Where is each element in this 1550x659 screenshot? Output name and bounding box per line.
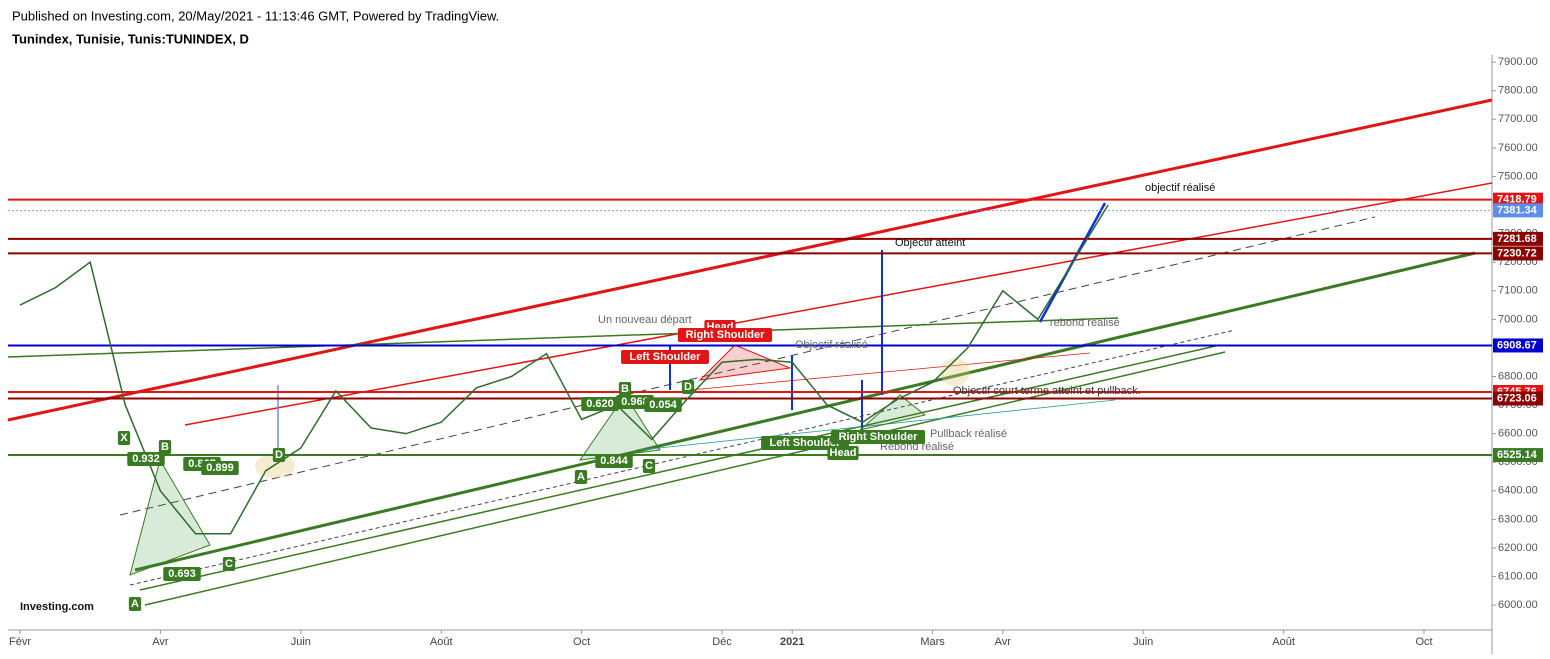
y-tick-label: 7900.00: [1498, 56, 1538, 68]
price-label-box: [1493, 448, 1543, 463]
published: Published on Investing.com, 20/May/2021 …: [12, 8, 499, 23]
pattern-label-box: [681, 380, 695, 394]
annotation: Pullback réalisé: [930, 428, 1007, 440]
y-tick-label: 7100.00: [1498, 285, 1538, 297]
pattern-label: 0.620: [586, 398, 614, 410]
pattern-label-box: [158, 440, 172, 454]
price-label: 6723.06: [1497, 392, 1537, 404]
pattern-label: 0.968: [621, 396, 649, 408]
x-tick-label: Déc: [712, 636, 732, 648]
y-tick-label: 6600.00: [1498, 428, 1538, 440]
pattern-label: X: [120, 432, 128, 444]
price-label-box: [1493, 391, 1543, 406]
x-tick-label: Oct: [573, 636, 590, 648]
pattern-label: Right Shoulder: [686, 329, 766, 341]
x-tick-label: Juin: [1133, 636, 1153, 648]
x-tick-label: Avr: [995, 636, 1012, 648]
x-tick-label: Août: [1272, 636, 1295, 648]
x-tick-label: Mars: [920, 636, 945, 648]
price-label-box: [1493, 192, 1543, 207]
pattern-label: A: [131, 598, 139, 610]
price-label-box: [1493, 231, 1543, 246]
y-tick-label: 6400.00: [1498, 485, 1538, 497]
pattern-label-box: [127, 452, 165, 466]
pattern-label-box: [830, 430, 926, 444]
pattern-label-box: [222, 557, 236, 571]
pattern-label: Head: [830, 447, 857, 459]
pattern-label: B: [161, 441, 169, 453]
price-label-box: [1493, 246, 1543, 261]
annotation: Un nouveau départ: [598, 314, 692, 326]
pattern-label: 0.844: [600, 455, 628, 467]
pattern-label-box: [128, 597, 142, 611]
pattern-label-box: [574, 470, 588, 484]
pattern-label-box: [581, 397, 619, 411]
symbol: Tunindex, Tunisie, Tunis:TUNINDEX, D: [12, 31, 249, 46]
pattern-label: D: [275, 449, 283, 461]
pattern-label: 0.932: [132, 453, 160, 465]
price-label: 7230.72: [1497, 247, 1537, 259]
x-tick-label: Août: [430, 636, 453, 648]
pattern-label-box: [827, 446, 859, 460]
price-label: 7418.79: [1497, 194, 1537, 206]
y-tick-label: 6100.00: [1498, 570, 1538, 582]
y-tick-label: 7600.00: [1498, 142, 1538, 154]
pattern-label: Left Shoulder: [630, 351, 702, 363]
annotation: Objectif court terme atteint et pullback…: [953, 385, 1141, 397]
annotation: Objectif atteint: [895, 237, 965, 249]
pattern-label: A: [577, 471, 585, 483]
pattern-label: 0.054: [649, 399, 677, 411]
y-tick-label: 7500.00: [1498, 170, 1538, 182]
pattern-label-box: [163, 567, 201, 581]
x-tick-label: Avr: [152, 636, 169, 648]
pattern-label-box: [642, 459, 656, 473]
pattern-label-box: [201, 461, 239, 475]
pattern-label-box: [761, 436, 849, 450]
pattern-label: C: [225, 558, 233, 570]
y-tick-label: 7000.00: [1498, 313, 1538, 325]
y-tick-label: 7800.00: [1498, 85, 1538, 97]
price-label: 7381.34: [1497, 204, 1538, 216]
price-label: 6908.67: [1497, 339, 1537, 351]
annotation: rebond réalisé: [1050, 317, 1120, 329]
pattern-label: B: [621, 383, 629, 395]
pattern-label-box: [677, 328, 773, 342]
pattern-label: C: [645, 460, 653, 472]
pattern-label-box: [272, 448, 286, 462]
price-label-box: [1493, 203, 1543, 218]
pattern-label: Left Shoulder: [770, 437, 842, 449]
y-tick-label: 6200.00: [1498, 542, 1538, 554]
price-label: 7281.68: [1497, 233, 1537, 245]
pattern-label: 0.693: [168, 568, 196, 580]
x-tick-label: 2021: [780, 636, 804, 648]
logo: Investing.com: [20, 601, 94, 613]
x-tick-label: Juin: [291, 636, 311, 648]
y-tick-label: 6000.00: [1498, 599, 1538, 611]
pattern-label-box: [621, 350, 709, 364]
drawings: [7, 98, 1493, 606]
price-line-series: [19, 204, 1109, 535]
annotation: Objectif réalisé: [795, 339, 868, 351]
pattern-label-box: [644, 398, 682, 412]
pattern-label: 0.899: [206, 462, 234, 474]
y-tick-label: 6800.00: [1498, 370, 1538, 382]
pattern-label: D: [684, 381, 692, 393]
pattern-label-box: [117, 431, 131, 445]
pattern-label-box: [595, 454, 633, 468]
price-label-box: [1493, 338, 1543, 353]
price-label: 6525.14: [1497, 449, 1538, 461]
x-tick-label: Oct: [1415, 636, 1432, 648]
annotation: objectif réalisé: [1145, 182, 1215, 194]
y-tick-label: 6300.00: [1498, 513, 1538, 525]
pattern-label-box: [618, 382, 632, 396]
y-tick-label: 7700.00: [1498, 113, 1538, 125]
x-tick-label: Févr: [9, 636, 31, 648]
pattern-label: Right Shoulder: [839, 431, 919, 443]
